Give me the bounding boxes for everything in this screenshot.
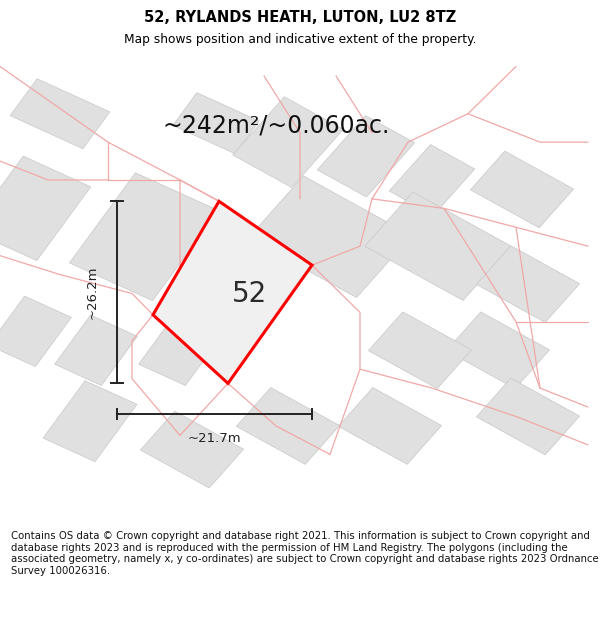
Text: 52, RYLANDS HEATH, LUTON, LU2 8TZ: 52, RYLANDS HEATH, LUTON, LU2 8TZ [144,10,456,25]
Polygon shape [365,192,511,301]
Text: Contains OS data © Crown copyright and database right 2021. This information is : Contains OS data © Crown copyright and d… [11,531,598,576]
Polygon shape [0,156,91,261]
Polygon shape [476,378,580,455]
Polygon shape [389,144,475,216]
Text: ~26.2m: ~26.2m [85,266,98,319]
Polygon shape [139,315,221,386]
Polygon shape [236,388,340,464]
Polygon shape [476,246,580,322]
Polygon shape [0,296,71,366]
Text: ~21.7m: ~21.7m [188,432,241,445]
Text: 52: 52 [232,279,266,308]
Polygon shape [446,312,550,389]
Polygon shape [368,312,472,389]
Polygon shape [140,411,244,488]
Polygon shape [70,173,218,301]
Polygon shape [233,97,343,188]
Text: Map shows position and indicative extent of the property.: Map shows position and indicative extent… [124,32,476,46]
Text: ~242m²/~0.060ac.: ~242m²/~0.060ac. [163,114,389,138]
Polygon shape [10,79,110,149]
Polygon shape [470,151,574,228]
Polygon shape [338,388,442,464]
Polygon shape [43,381,137,462]
Polygon shape [55,315,137,386]
Polygon shape [173,92,259,154]
Polygon shape [317,116,415,197]
Polygon shape [153,201,312,383]
Polygon shape [248,176,412,298]
